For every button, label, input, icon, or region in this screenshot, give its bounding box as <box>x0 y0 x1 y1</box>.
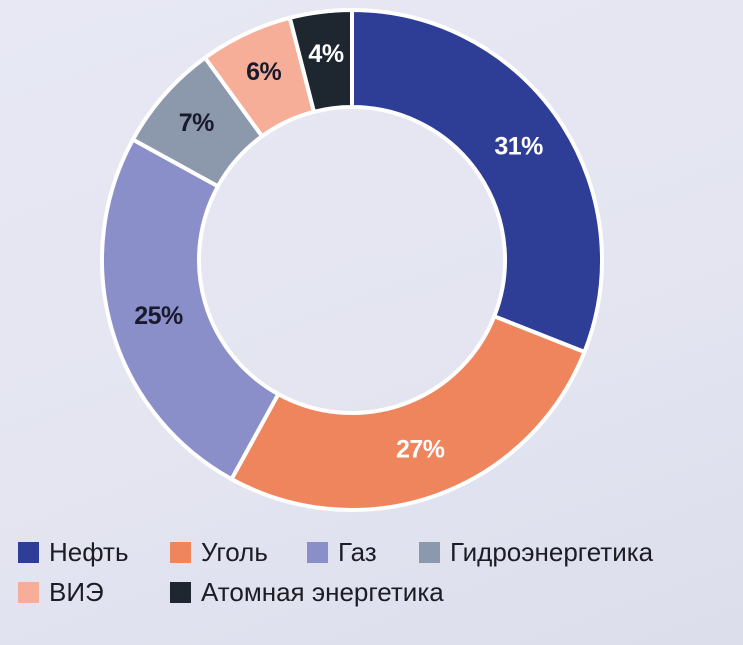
chart-slices <box>100 8 604 512</box>
chart-legend: Нефть Уголь Газ Гидроэнергетика ВИЭ Атомная э… <box>18 532 738 612</box>
legend-item: ВИЭ <box>18 577 170 608</box>
legend-swatch <box>18 541 39 563</box>
slice-5-value-label: 6% <box>246 58 281 86</box>
chart-slice-labels: 31% 27% 25% 7% 6% 4% <box>134 40 543 463</box>
legend-label: Атомная энергетика <box>201 576 444 607</box>
legend-item: Атомная энергетика <box>170 577 500 608</box>
legend-swatch <box>170 541 191 563</box>
legend-label: Уголь <box>201 536 268 567</box>
legend-item: Уголь <box>170 537 307 568</box>
legend-item: Газ <box>307 537 419 568</box>
slice-4-value-label: 7% <box>179 109 214 137</box>
legend-label: ВИЭ <box>49 576 104 607</box>
legend-label: Гидроэнергетика <box>450 536 654 567</box>
slice-2-value-label: 27% <box>396 436 445 464</box>
legend-item: Нефть <box>18 537 170 568</box>
legend-item: Гидроэнергетика <box>419 537 719 568</box>
legend-row: ВИЭ Атомная энергетика <box>18 572 738 612</box>
legend-swatch <box>170 581 191 603</box>
legend-label: Нефть <box>49 536 129 567</box>
donut-chart: 31% 27% 25% 7% 6% 4% <box>100 8 604 512</box>
slice-3 <box>100 137 281 482</box>
legend-swatch <box>419 541 440 563</box>
slice-3-value-label: 25% <box>134 302 183 330</box>
slice-2 <box>229 314 587 512</box>
legend-label: Газ <box>338 536 377 567</box>
slice-1-value-label: 31% <box>494 133 543 161</box>
legend-row: Нефть Уголь Газ Гидроэнергетика <box>18 532 738 572</box>
legend-swatch <box>18 581 39 603</box>
slice-1 <box>350 8 604 355</box>
legend-swatch <box>307 541 328 563</box>
slice-6 <box>287 8 354 114</box>
slice-6-value-label: 4% <box>308 40 343 68</box>
